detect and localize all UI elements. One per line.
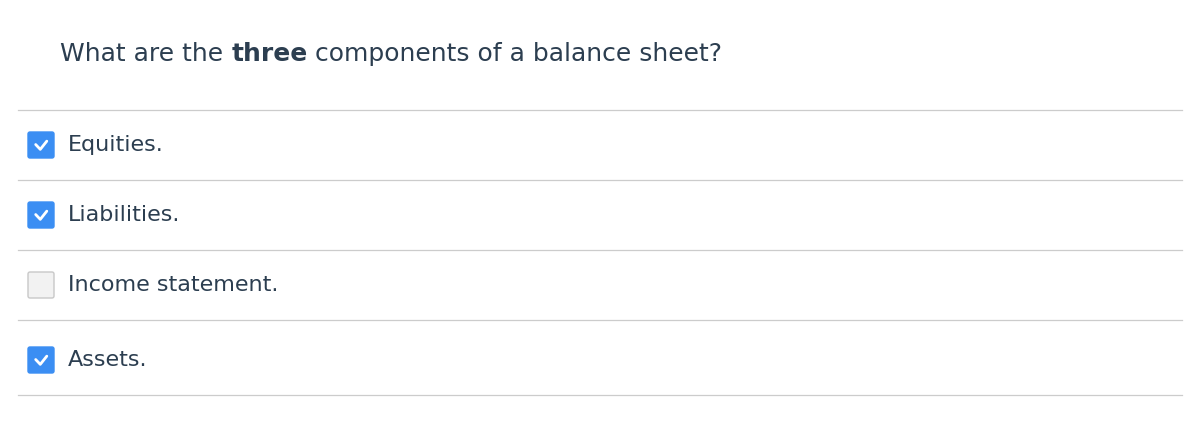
Text: What are the: What are the — [60, 42, 232, 66]
FancyBboxPatch shape — [28, 202, 54, 228]
Text: Equities.: Equities. — [68, 135, 163, 155]
FancyBboxPatch shape — [28, 347, 54, 373]
FancyBboxPatch shape — [28, 132, 54, 158]
Text: Liabilities.: Liabilities. — [68, 205, 180, 225]
FancyBboxPatch shape — [28, 272, 54, 298]
Text: three: three — [232, 42, 307, 66]
Text: Assets.: Assets. — [68, 350, 148, 370]
Text: components of a balance sheet?: components of a balance sheet? — [307, 42, 722, 66]
Text: Income statement.: Income statement. — [68, 275, 278, 295]
